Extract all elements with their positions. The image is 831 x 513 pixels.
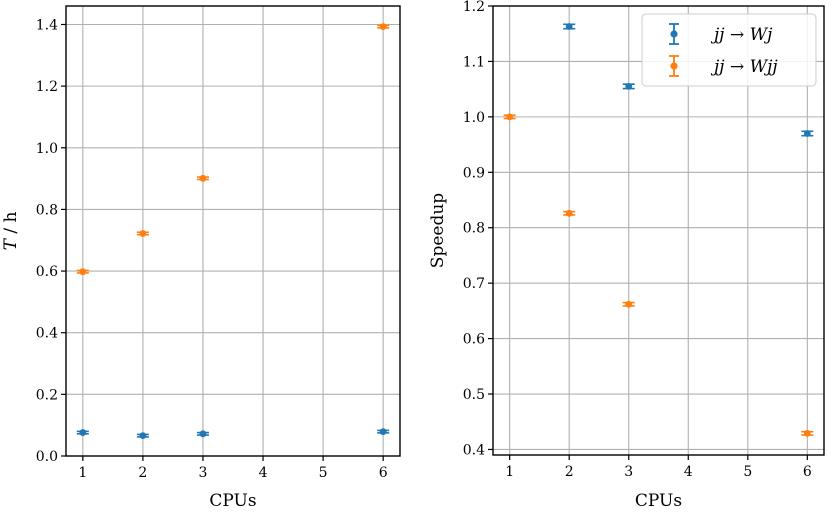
chart-0-series-1-point-0 [79, 268, 87, 276]
chart-1-series-1 [503, 113, 814, 437]
chart-0-series-1-point-3 [379, 23, 387, 31]
chart-1-series-1-point-3 [803, 429, 811, 437]
chart-1-legend-label-arrow-1: → [730, 57, 750, 77]
chart-0-series-1-point-2 [199, 174, 207, 182]
chart-1-y-tick-label-8: 1.2 [463, 0, 485, 15]
chart-0-series-0-point-0 [79, 429, 87, 436]
chart-1-x-tick-label-4: 5 [743, 464, 752, 480]
chart-0-y-tick-label-5: 1.0 [36, 141, 58, 157]
chart-1-series-0-point-2 [803, 130, 811, 137]
chart-1-x-tick-label-5: 6 [803, 464, 812, 480]
chart-0-x-tick-label-5: 6 [379, 465, 388, 481]
chart-1-y-tick-label-4: 0.8 [463, 221, 485, 237]
chart-0-y-tick-label-2: 0.4 [36, 326, 58, 342]
chart-1-x-tick-label-2: 3 [624, 464, 633, 480]
chart-1-x-tick-label-0: 1 [505, 464, 514, 480]
left-chart-runtime: 1 2 3 4 5 6 0.0 0.2 0.4 0.6 0.8 1.0 1.2 1.4 CPUs T / h [1, 5, 401, 511]
chart-1-legend-handle-marker-0 [670, 30, 678, 38]
chart-1-series-0-point-1 [625, 82, 633, 90]
chart-1-series-0-point-0 [565, 23, 573, 30]
chart-1-y-tick-label-3: 0.7 [463, 276, 485, 292]
chart-1-series-1-point-2 [625, 300, 633, 308]
right-chart-speedup: 1 2 3 4 5 6 0.4 0.5 0.6 0.7 0.8 0.9 1.0 1.1 1.2 CPUs Spe… [428, 0, 825, 511]
chart-1-axes-frame [492, 5, 825, 456]
chart-0-y-tick-label-0: 0.0 [36, 449, 58, 465]
chart-0-series-0-point-1 [139, 432, 147, 440]
chart-1-series-1-point-0 [506, 113, 514, 121]
chart-1-legend-label-arrow-0: → [730, 25, 750, 45]
chart-1-series-0 [563, 23, 814, 137]
chart-0-series-0-point-2 [199, 430, 207, 438]
chart-1-y-tick-label-6: 1.0 [463, 110, 485, 126]
chart-1-y-tick-label-7: 1.1 [463, 54, 485, 70]
chart-1-legend-label-lhs-0: jj [710, 25, 730, 45]
chart-1-x-tick-label-1: 2 [565, 464, 574, 480]
chart-0-y-tick-label-6: 1.2 [36, 79, 58, 95]
chart-1-x-axis-label: CPUs [635, 491, 682, 511]
chart-0-y-tick-label-3: 0.6 [36, 264, 58, 280]
chart-0-series-0-point-3 [379, 428, 387, 436]
chart-0-x-tick-label-0: 1 [78, 465, 87, 481]
chart-0-x-tick-label-1: 2 [138, 465, 147, 481]
chart-0-axes-frame [65, 5, 401, 457]
chart-1-legend-label-rhs-1: Wjj [750, 57, 779, 77]
chart-0-series-1-point-1 [139, 230, 147, 237]
chart-0-y-axis-label-var: T [1, 237, 21, 250]
chart-1-x-tick-label-3: 4 [684, 464, 693, 480]
chart-1-y-tick-label-1: 0.5 [463, 387, 485, 403]
chart-1-y-tick-label-2: 0.6 [463, 332, 485, 348]
chart-0-series-0 [76, 428, 390, 440]
chart-0-x-axis-label: CPUs [209, 491, 256, 511]
chart-1-legend-label-0: jj → Wj [710, 25, 773, 45]
chart-1-legend-handle-marker-1 [670, 62, 678, 70]
chart-0-x-tick-label-3: 4 [259, 465, 268, 481]
chart-0-x-tick-label-4: 5 [319, 465, 328, 481]
chart-0-x-tick-label-2: 3 [199, 465, 208, 481]
chart-0-y-tick-label-4: 0.8 [36, 202, 58, 218]
chart-0-y-tick-label-1: 0.2 [36, 387, 58, 403]
chart-1-y-tick-label-5: 0.9 [463, 165, 485, 181]
chart-0-y-axis-label: T / h [1, 212, 21, 251]
chart-1-legend-label-rhs-0: Wj [750, 25, 773, 45]
chart-1-y-axis-label: Speedup [428, 193, 448, 268]
chart-1-legend-label-1: jj → Wjj [710, 57, 778, 77]
chart-1-legend-box [641, 13, 817, 87]
chart-0-series-1 [76, 23, 390, 276]
chart-1-y-tick-label-0: 0.4 [463, 442, 485, 458]
chart-1-legend-label-lhs-1: jj [710, 57, 730, 77]
chart-1-series-1-point-1 [565, 209, 573, 217]
chart-0-y-tick-label-7: 1.4 [36, 17, 58, 33]
chart-0-y-axis-label-unit: / h [1, 212, 21, 240]
